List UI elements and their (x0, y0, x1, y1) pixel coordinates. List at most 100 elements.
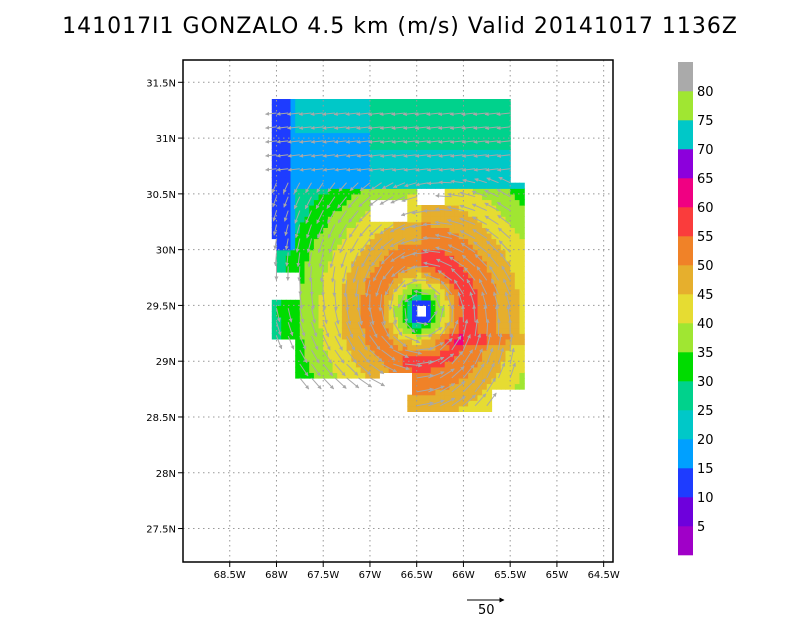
wind-speed-cell (440, 288, 446, 295)
wind-speed-cell (407, 205, 413, 212)
wind-vector-arrow (393, 349, 409, 359)
colorbar-segment (678, 526, 693, 556)
wind-speed-cell (440, 322, 446, 329)
wind-speed-cell (332, 355, 338, 362)
wind-speed-cell (468, 188, 474, 195)
wind-speed-cell (416, 104, 422, 111)
wind-speed-cell (514, 210, 521, 217)
wind-vector-arrow (306, 224, 312, 239)
wind-speed-cell (482, 322, 488, 329)
wind-speed-cell (370, 138, 376, 145)
wind-speed-cell (435, 361, 441, 368)
wind-speed-cell (477, 143, 483, 150)
wind-speed-cell (281, 104, 287, 111)
wind-speed-cell (430, 333, 436, 340)
wind-speed-cell (510, 372, 516, 379)
wind-speed-cell (337, 372, 343, 379)
wind-vector-arrow (391, 126, 406, 130)
wind-speed-cell (482, 154, 488, 161)
wind-speed-cell (365, 149, 371, 156)
wind-speed-cell (416, 154, 422, 161)
wind-speed-cell (407, 283, 413, 290)
wind-speed-cell (374, 277, 380, 284)
wind-vector-arrow (473, 126, 487, 130)
wind-speed-cell (430, 327, 436, 334)
wind-speed-cell (430, 266, 436, 273)
wind-vector-arrow (472, 228, 488, 239)
wind-vector-arrow (299, 308, 305, 324)
wind-speed-cell (313, 327, 320, 334)
wind-speed-cell (370, 221, 376, 228)
wind-speed-cell (463, 249, 469, 256)
wind-speed-cell (463, 110, 469, 117)
wind-speed-cell (468, 205, 474, 212)
wind-speed-cell (463, 405, 469, 412)
wind-speed-cell (463, 104, 469, 111)
wind-speed-cell (440, 154, 446, 161)
wind-speed-cell (388, 338, 394, 346)
wind-vector-arrow (276, 308, 281, 323)
wind-speed-cell (482, 272, 488, 279)
wind-speed-cell (299, 115, 306, 122)
wind-speed-cell (295, 126, 301, 134)
wind-speed-cell (463, 366, 469, 373)
wind-vector-arrow (296, 252, 301, 268)
wind-speed-cell (384, 149, 390, 156)
wind-speed-cell (416, 299, 422, 306)
wind-speed-cell (323, 99, 329, 106)
wind-speed-cell (500, 132, 507, 139)
wind-speed-cell (398, 177, 404, 184)
wind-speed-cell (374, 361, 380, 368)
wind-speed-cell (519, 238, 525, 245)
wind-speed-cell (355, 350, 362, 357)
wind-speed-cell (285, 299, 292, 306)
wind-speed-cell (472, 255, 479, 262)
wind-speed-cell (285, 121, 292, 128)
wind-speed-cell (407, 338, 413, 346)
colorbar-label: 80 (697, 85, 714, 100)
wind-speed-cell (379, 266, 385, 273)
colorbar-label: 10 (697, 491, 714, 506)
wind-speed-cell (351, 182, 357, 189)
wind-speed-cell (500, 311, 507, 318)
wind-speed-cell (449, 333, 455, 340)
wind-speed-cell (304, 327, 310, 334)
wind-speed-cell (407, 238, 413, 245)
wind-speed-cell (477, 154, 483, 161)
colorbar-segment (678, 468, 693, 498)
wind-speed-cell (341, 350, 348, 357)
wind-speed-cell (468, 149, 474, 156)
wind-speed-cell (360, 311, 366, 318)
wind-speed-cell (440, 366, 446, 373)
wind-speed-cell (407, 104, 413, 111)
wind-speed-cell (449, 294, 455, 301)
wind-speed-cell (449, 227, 455, 234)
wind-speed-cell (472, 171, 479, 178)
wind-speed-cell (472, 249, 479, 256)
wind-speed-cell (444, 394, 450, 401)
wind-speed-cell (472, 149, 479, 156)
wind-speed-cell (468, 377, 474, 385)
wind-speed-cell (327, 283, 334, 290)
wind-speed-cell (505, 283, 511, 290)
wind-speed-cell (463, 126, 469, 134)
wind-vector-arrow (451, 395, 466, 407)
wind-speed-cell (379, 311, 385, 318)
wind-speed-cell (486, 160, 493, 167)
wind-speed-cell (313, 283, 320, 290)
wind-vector-arrow (346, 167, 359, 172)
wind-speed-cell (323, 171, 329, 178)
wind-speed-cell (351, 299, 357, 306)
wind-speed-cell (426, 227, 432, 234)
wind-speed-cell (346, 121, 352, 128)
wind-vector-arrow (283, 210, 289, 222)
wind-speed-cell (426, 405, 432, 412)
wind-speed-cell (299, 344, 306, 351)
wind-speed-cell (449, 115, 455, 122)
wind-speed-cell (309, 126, 315, 134)
wind-speed-cell (435, 377, 441, 385)
wind-speed-cell (472, 115, 479, 122)
wind-speed-cell (341, 305, 348, 312)
wind-speed-cell (519, 316, 525, 323)
wind-vector-arrow (346, 377, 360, 389)
